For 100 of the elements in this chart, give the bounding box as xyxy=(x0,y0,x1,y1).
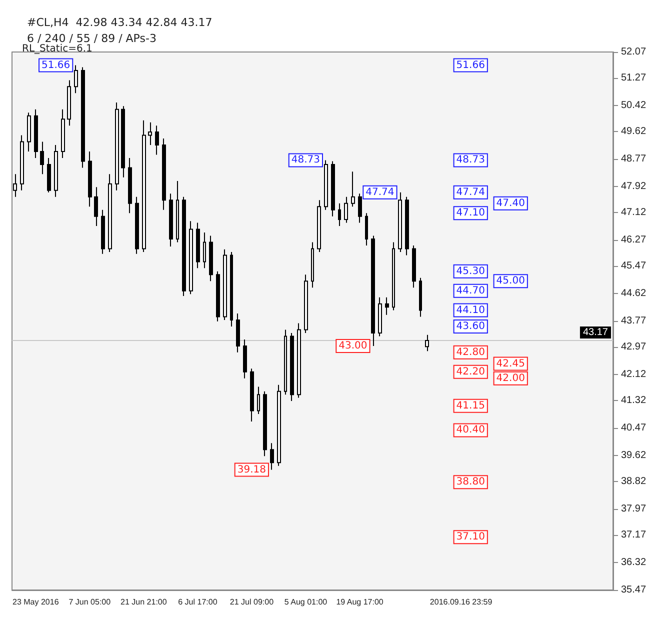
annotation: 42.45 xyxy=(496,358,525,370)
y-tick-label: 44.62 xyxy=(621,288,646,299)
y-tick-label: 42.97 xyxy=(621,341,646,352)
candlestick xyxy=(378,296,382,337)
y-tick-label: 47.12 xyxy=(621,206,646,218)
candlestick xyxy=(419,277,422,318)
candlestick xyxy=(88,151,92,208)
x-tick-label: 7 Jun 05:00 xyxy=(68,598,112,606)
candlestick xyxy=(162,138,166,210)
candlestick xyxy=(317,200,321,252)
annotation: 47.40 xyxy=(496,198,525,209)
x-tick-label: 19 Aug 17:00 xyxy=(336,598,384,606)
candlestick xyxy=(142,120,146,252)
candlestick xyxy=(81,66,85,168)
candlestick xyxy=(196,222,200,269)
y-tick-label: 51.27 xyxy=(621,72,646,84)
candlestick xyxy=(216,270,220,322)
candlestick xyxy=(371,235,375,346)
x-tick-label: 21 Jun 21:00 xyxy=(120,598,168,606)
candlestick xyxy=(331,160,335,217)
x-tick-label: 6 Jul 17:00 xyxy=(178,598,218,606)
candlestick xyxy=(284,329,287,396)
chart-title: #CL,H4 42.98 43.34 42.84 43.17 xyxy=(27,16,212,29)
annotation: 42.20 xyxy=(456,366,485,378)
candlestick xyxy=(209,235,213,282)
annotation: 51.66 xyxy=(42,60,70,71)
y-tick-label: 47.92 xyxy=(621,181,646,192)
candlestick xyxy=(27,112,31,152)
candlestick xyxy=(101,209,105,254)
annotation: 48.73 xyxy=(456,154,485,166)
annotation: RL_Static=6.1 xyxy=(22,44,92,54)
y-tick-label: 35.47 xyxy=(621,584,646,596)
y-tick-label: 45.47 xyxy=(621,260,646,272)
y-tick-label: 40.47 xyxy=(621,422,646,434)
y-tick-label: 49.62 xyxy=(621,126,646,137)
candlestick xyxy=(398,192,402,252)
x-tick-label: 21 Jul 09:00 xyxy=(230,598,274,606)
candlestick xyxy=(230,251,233,328)
candlestick xyxy=(189,220,193,295)
y-tick-label: 42.12 xyxy=(621,368,646,380)
annotation: 44.70 xyxy=(456,285,485,296)
candlestick xyxy=(365,212,368,246)
candlestick xyxy=(47,157,51,193)
candlestick xyxy=(40,141,44,175)
annotation: 42.80 xyxy=(456,346,485,358)
candlestick xyxy=(290,332,294,402)
annotation: 47.74 xyxy=(456,186,485,198)
candlestick xyxy=(203,232,206,269)
candlestick xyxy=(148,122,152,146)
annotation: 41.15 xyxy=(456,400,485,412)
annotation: 51.66 xyxy=(456,60,485,71)
candlestick xyxy=(250,368,254,422)
y-tick-label: 46.27 xyxy=(621,234,646,246)
annotation: 40.40 xyxy=(456,424,485,436)
candlestick xyxy=(338,202,341,227)
candlestick xyxy=(61,108,65,158)
candlestick xyxy=(135,196,139,254)
candlestick xyxy=(108,174,112,252)
chart-subtitle: 6 / 240 / 55 / 89 / APs-3 xyxy=(27,32,156,45)
candlestick xyxy=(128,157,132,214)
annotation: 48.73 xyxy=(291,154,320,166)
x-tick-label: 2016.09.16 23:59 xyxy=(430,598,493,606)
annotation: 37.10 xyxy=(456,532,485,543)
annotation: 39.18 xyxy=(237,464,266,476)
candlestick xyxy=(277,384,281,466)
candlestick xyxy=(54,144,58,198)
candlestick xyxy=(425,334,429,352)
y-tick-label: 37.97 xyxy=(621,503,646,514)
candlestick xyxy=(344,196,348,224)
candlestick xyxy=(236,313,240,353)
annotation: 44.10 xyxy=(456,304,485,316)
annotation: 45.00 xyxy=(496,276,525,287)
y-tick-label: 39.62 xyxy=(621,450,646,461)
candlestick xyxy=(182,196,186,297)
candlestick xyxy=(34,108,38,158)
annotation: 45.30 xyxy=(456,266,485,277)
y-tick-label: 50.42 xyxy=(621,100,646,111)
y-tick-label: 41.32 xyxy=(621,394,646,406)
y-tick-label: 37.17 xyxy=(621,529,646,540)
candlestick xyxy=(257,386,260,415)
x-tick-label: 5 Aug 01:00 xyxy=(284,598,328,606)
candlestick xyxy=(20,134,24,191)
y-tick-label: 38.82 xyxy=(621,476,646,487)
candlestick xyxy=(155,125,159,156)
candlestick xyxy=(297,322,301,398)
candlestick xyxy=(263,390,267,457)
annotation: 38.80 xyxy=(456,476,485,488)
annotation: 47.74 xyxy=(366,186,394,198)
ref-line-label: 43.17 xyxy=(582,326,608,338)
candlestick xyxy=(67,80,71,126)
candlestick xyxy=(121,106,125,178)
candlestick xyxy=(115,102,119,191)
candlestick xyxy=(405,196,409,256)
candlestick xyxy=(412,244,416,288)
candlestick xyxy=(358,193,362,224)
y-tick-label: 48.77 xyxy=(621,153,646,164)
annotation: 47.10 xyxy=(456,208,485,219)
candlestick xyxy=(311,242,314,288)
candlestick xyxy=(94,186,98,227)
candlestick xyxy=(351,171,355,208)
